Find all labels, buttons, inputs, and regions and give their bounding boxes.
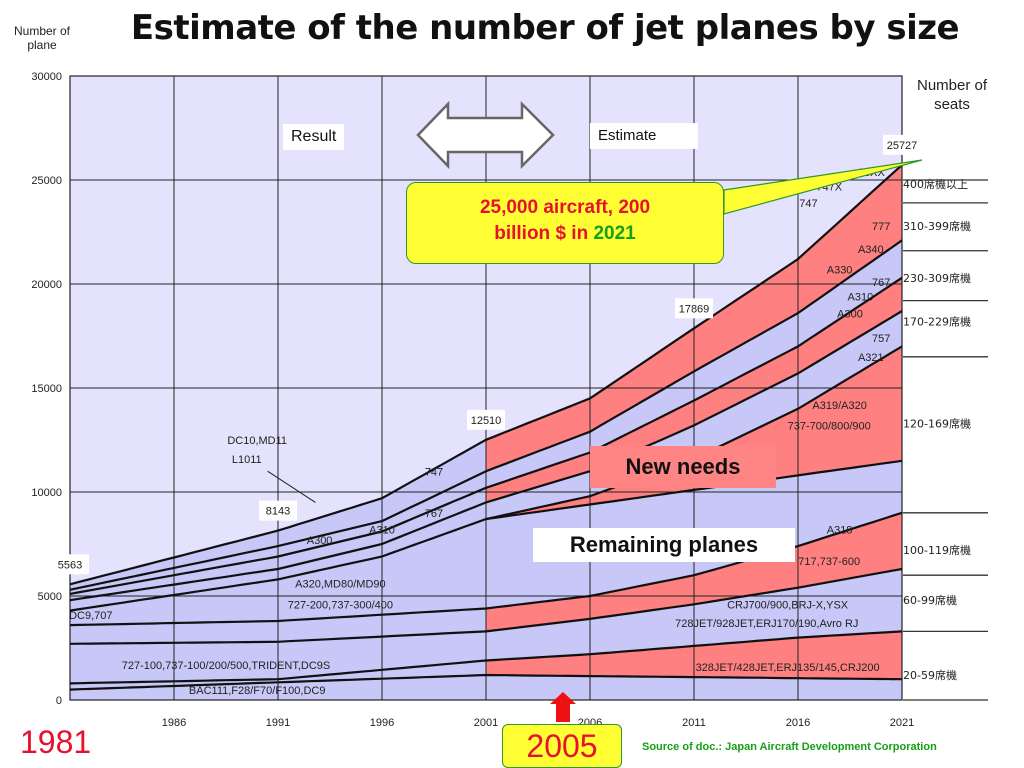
series-line — [69, 630, 903, 685]
y-tick-label: 25000 — [31, 175, 62, 187]
slide-title: Estimate of the number of jet planes by … — [130, 8, 960, 48]
series-line — [69, 345, 903, 612]
total-value-label: 5563 — [58, 559, 82, 571]
seat-class-label: 170-229席機 — [903, 314, 971, 328]
total-value-label: 8143 — [266, 506, 290, 518]
series-label: BAC111,F28/F70/F100,DC9 — [189, 685, 326, 697]
seat-class-label: 60-99席機 — [903, 593, 957, 607]
y-axis-label: Number of plane — [13, 24, 71, 52]
result-label: Result — [283, 124, 345, 150]
x-tick-label: 1986 — [162, 717, 186, 729]
series-label: 767 — [872, 277, 890, 289]
series-label: A321 — [858, 352, 884, 364]
series-label: DC10,MD11 — [227, 435, 287, 447]
callout-box: 25,000 aircraft, 200 billion $ in 2021 — [406, 182, 724, 264]
x-tick-label: 2001 — [474, 717, 498, 729]
seat-class-label: 20-59席機 — [903, 668, 957, 682]
total-value-label: 17869 — [679, 303, 710, 315]
series-label: 717,737-600 — [798, 556, 860, 568]
total-value-box — [51, 554, 89, 575]
total-value-box — [467, 409, 505, 430]
seat-class-label: 230-309席機 — [903, 271, 971, 285]
series-label: 737-700/800/900 — [788, 421, 871, 433]
red-arrow-icon — [550, 692, 576, 722]
new-needs-label: New needs — [590, 446, 776, 488]
series-label: A340 — [858, 244, 884, 256]
series-label: CRJ700/900,BRJ-X,YSX — [727, 599, 849, 611]
plot-border — [69, 75, 903, 701]
series-label: 728JET/928JET,ERJ170/190,Avro RJ — [675, 618, 858, 630]
year-marker-box: 2005 — [502, 724, 622, 768]
series-label: 747 — [425, 466, 443, 478]
x-tick-label: 2011 — [682, 717, 706, 729]
seat-class-label: 120-169席機 — [903, 416, 971, 430]
y-tick-label: 10000 — [31, 487, 62, 499]
total-value-label: 25727 — [887, 140, 918, 152]
remaining-planes-label: Remaining planes — [533, 528, 795, 562]
series-line — [485, 459, 903, 521]
x-tick-label: 1991 — [266, 717, 290, 729]
series-label: L1011 — [232, 454, 262, 466]
new-needs-band-170-309 — [486, 277, 902, 503]
series-label: 767 — [425, 508, 443, 520]
double-arrow-icon — [416, 100, 555, 170]
series-label: A318 — [827, 525, 853, 537]
annotation-leader-line — [267, 470, 316, 503]
callout-pointer — [723, 159, 923, 215]
y-tick-label: 20000 — [31, 279, 62, 291]
callout-line2: billion $ in 2021 — [407, 221, 723, 247]
series-label: DC9,707 — [69, 610, 112, 622]
series-label: A319/A320 — [812, 400, 866, 412]
new-needs-band-310-plus — [486, 164, 902, 472]
source-note: Source of doc.: Japan Aircraft Developme… — [642, 741, 937, 753]
seat-class-label: 310-399席機 — [903, 219, 971, 233]
series-label: A300 — [307, 535, 333, 547]
series-label: 777 — [872, 221, 890, 233]
seats-header: Number of seats — [916, 77, 988, 113]
y-tick-label: 30000 — [31, 71, 62, 83]
total-value-box — [675, 298, 713, 319]
callout-line2-prefix: billion $ in — [494, 223, 594, 244]
series-line — [69, 310, 903, 602]
series-label: A310 — [848, 292, 874, 304]
seat-class-label: 400席機以上 — [903, 177, 968, 191]
y-tick-label: 15000 — [31, 383, 62, 395]
series-label: A310 — [369, 525, 395, 537]
y-tick-label: 5000 — [38, 591, 62, 603]
estimate-label: Estimate — [590, 123, 698, 149]
series-label: 727-100,737-100/200/500,TRIDENT,DC9S — [122, 660, 331, 672]
x-tick-label: 2021 — [890, 717, 914, 729]
series-line — [69, 239, 903, 591]
series-line — [69, 567, 903, 645]
series-label: 757 — [872, 333, 890, 345]
series-label: A300 — [837, 308, 863, 320]
x-tick-label: 2016 — [786, 717, 810, 729]
series-line — [69, 673, 903, 691]
y-tick-label: 0 — [56, 695, 62, 707]
series-label: 747 — [799, 198, 817, 210]
seat-class-label: 100-119席機 — [903, 543, 971, 557]
series-line — [69, 164, 903, 586]
x-tick-label: 1996 — [370, 717, 394, 729]
callout-year: 2021 — [593, 223, 636, 244]
series-line — [69, 276, 903, 595]
series-label: A320,MD80/MD90 — [295, 579, 386, 591]
series-label: 328JET/428JET,ERJ135/145,CRJ200 — [696, 662, 880, 674]
total-value-box — [883, 134, 921, 155]
callout-line1: 25,000 aircraft, 200 — [479, 197, 651, 218]
year-start-label: 1981 — [20, 724, 92, 760]
total-value-label: 12510 — [471, 415, 502, 427]
series-label: A330 — [827, 265, 853, 277]
total-value-box — [259, 500, 297, 521]
series-label: 727-200,737-300/400 — [288, 599, 393, 611]
